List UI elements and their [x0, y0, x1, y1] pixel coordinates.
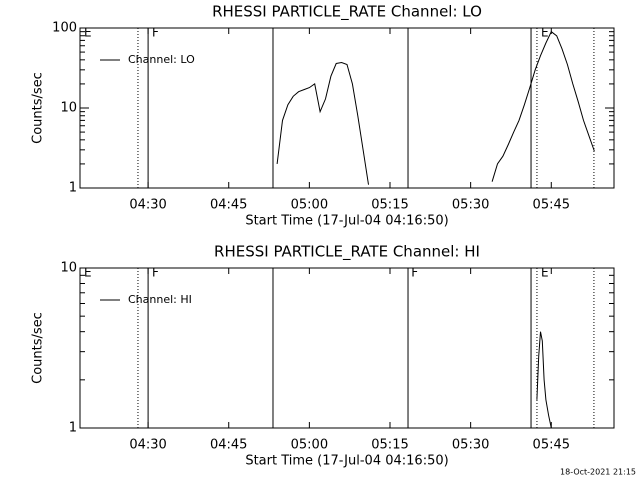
plot-frame: [79, 267, 615, 429]
x-tick-label: 05:00: [291, 438, 328, 453]
legend-label: Channel: LO: [128, 53, 195, 66]
x-axis-label: Start Time (17-Jul-04 04:16:50): [245, 454, 448, 469]
data-line: [491, 30, 595, 182]
y-tick-label: 10: [60, 101, 77, 116]
annotation: F: [152, 26, 159, 40]
data-line: [276, 61, 369, 185]
x-tick-label: 04:45: [210, 438, 247, 453]
legend-label: Channel: HI: [128, 293, 192, 306]
x-tick-label: 05:45: [533, 198, 570, 213]
annotation: E: [541, 26, 549, 40]
y-tick-label: 1: [69, 181, 77, 196]
x-tick-label: 05:30: [452, 438, 489, 453]
annotation: E: [84, 26, 92, 40]
annotation: E: [84, 266, 92, 280]
y-tick-label: 100: [52, 21, 77, 36]
annotation: F: [411, 266, 418, 280]
x-tick-label: 04:30: [129, 438, 166, 453]
y-axis-label: Counts/sec: [31, 72, 46, 144]
chart-title: RHESSI PARTICLE_RATE Channel: LO: [212, 3, 482, 22]
data-line: [536, 331, 552, 429]
x-tick-label: 05:00: [291, 198, 328, 213]
x-axis-label: Start Time (17-Jul-04 04:16:50): [245, 214, 448, 229]
annotation: F: [152, 266, 159, 280]
x-tick-label: 05:30: [452, 198, 489, 213]
y-tick-label: 10: [60, 261, 77, 276]
footer: 18-Oct-2021 21:15: [560, 468, 636, 477]
annotation: E: [541, 266, 549, 280]
x-tick-label: 04:30: [129, 198, 166, 213]
x-tick-label: 05:15: [371, 438, 408, 453]
x-tick-label: 05:45: [533, 438, 570, 453]
y-axis-label: Counts/sec: [31, 312, 46, 384]
y-tick-label: 1: [69, 421, 77, 436]
chart-title: RHESSI PARTICLE_RATE Channel: HI: [214, 243, 480, 262]
x-tick-label: 05:15: [371, 198, 408, 213]
x-tick-label: 04:45: [210, 198, 247, 213]
